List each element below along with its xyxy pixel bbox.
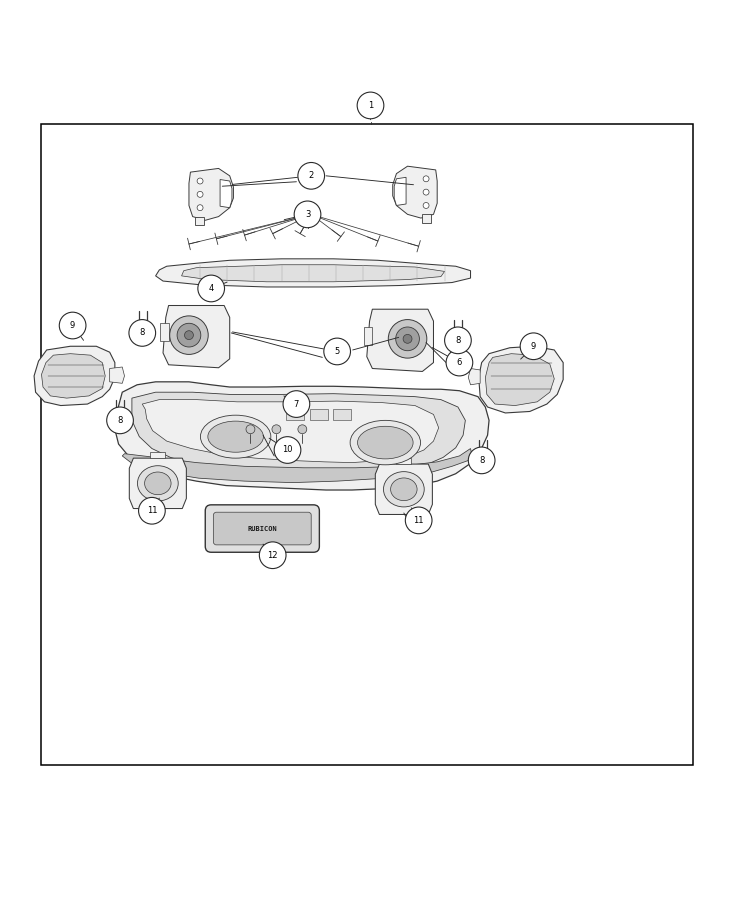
Text: 4: 4 <box>208 284 214 293</box>
Text: 9: 9 <box>70 321 76 330</box>
Ellipse shape <box>207 421 264 452</box>
Polygon shape <box>132 392 465 473</box>
Polygon shape <box>367 310 433 372</box>
Polygon shape <box>396 458 411 464</box>
Ellipse shape <box>138 465 178 501</box>
Polygon shape <box>34 346 115 406</box>
Polygon shape <box>189 168 233 220</box>
Ellipse shape <box>350 420 421 464</box>
Circle shape <box>357 92 384 119</box>
Circle shape <box>446 349 473 376</box>
Text: 3: 3 <box>305 210 310 219</box>
Circle shape <box>259 542 286 569</box>
Circle shape <box>139 498 165 524</box>
Bar <box>41 124 693 765</box>
Polygon shape <box>142 400 439 463</box>
Polygon shape <box>485 354 554 406</box>
Circle shape <box>107 407 133 434</box>
Ellipse shape <box>391 478 417 500</box>
Text: 8: 8 <box>139 328 145 338</box>
Circle shape <box>294 201 321 228</box>
Circle shape <box>298 163 325 189</box>
Circle shape <box>423 176 429 182</box>
Polygon shape <box>163 305 230 368</box>
Circle shape <box>197 204 203 211</box>
Polygon shape <box>220 179 232 208</box>
Circle shape <box>298 425 307 434</box>
Text: 1: 1 <box>368 101 373 110</box>
Bar <box>310 410 328 419</box>
Polygon shape <box>182 265 445 282</box>
Circle shape <box>170 316 208 355</box>
Circle shape <box>396 327 419 351</box>
Ellipse shape <box>357 427 413 459</box>
Polygon shape <box>195 217 204 226</box>
Circle shape <box>197 192 203 197</box>
Circle shape <box>423 202 429 209</box>
Circle shape <box>246 425 255 434</box>
Text: 2: 2 <box>308 171 314 180</box>
Circle shape <box>177 323 201 347</box>
FancyBboxPatch shape <box>213 512 311 544</box>
Text: 7: 7 <box>293 400 299 409</box>
Circle shape <box>423 189 429 195</box>
Circle shape <box>272 425 281 434</box>
Polygon shape <box>156 259 471 287</box>
Ellipse shape <box>144 472 171 495</box>
Circle shape <box>274 436 301 464</box>
Polygon shape <box>122 448 473 482</box>
Polygon shape <box>468 368 480 385</box>
Polygon shape <box>479 346 563 413</box>
Text: 5: 5 <box>334 346 340 356</box>
Circle shape <box>185 330 193 339</box>
Text: 8: 8 <box>479 456 485 465</box>
Polygon shape <box>393 166 437 218</box>
Ellipse shape <box>384 472 424 507</box>
Polygon shape <box>394 177 406 205</box>
Text: RUBICON: RUBICON <box>247 526 277 532</box>
Circle shape <box>403 335 412 343</box>
Polygon shape <box>41 354 105 398</box>
Polygon shape <box>422 214 431 223</box>
Polygon shape <box>160 323 169 341</box>
Text: 11: 11 <box>413 516 424 525</box>
Polygon shape <box>150 452 165 458</box>
Polygon shape <box>129 458 187 508</box>
Circle shape <box>59 312 86 338</box>
Circle shape <box>405 507 432 534</box>
Text: 11: 11 <box>147 507 157 516</box>
Text: 12: 12 <box>268 551 278 560</box>
Circle shape <box>198 275 225 302</box>
Polygon shape <box>364 327 373 345</box>
Circle shape <box>388 320 427 358</box>
Circle shape <box>445 327 471 354</box>
Circle shape <box>197 178 203 184</box>
Bar <box>286 410 304 419</box>
Circle shape <box>283 391 310 418</box>
Ellipse shape <box>200 415 271 458</box>
Circle shape <box>468 447 495 473</box>
Bar <box>333 410 351 419</box>
Circle shape <box>520 333 547 360</box>
Polygon shape <box>115 382 489 490</box>
Text: 10: 10 <box>282 446 293 454</box>
Circle shape <box>129 320 156 346</box>
Text: 6: 6 <box>456 358 462 367</box>
Polygon shape <box>375 464 433 515</box>
Polygon shape <box>110 367 124 383</box>
Circle shape <box>324 338 350 364</box>
Text: 9: 9 <box>531 342 536 351</box>
FancyBboxPatch shape <box>205 505 319 553</box>
Text: 8: 8 <box>455 336 461 345</box>
Text: 8: 8 <box>117 416 123 425</box>
